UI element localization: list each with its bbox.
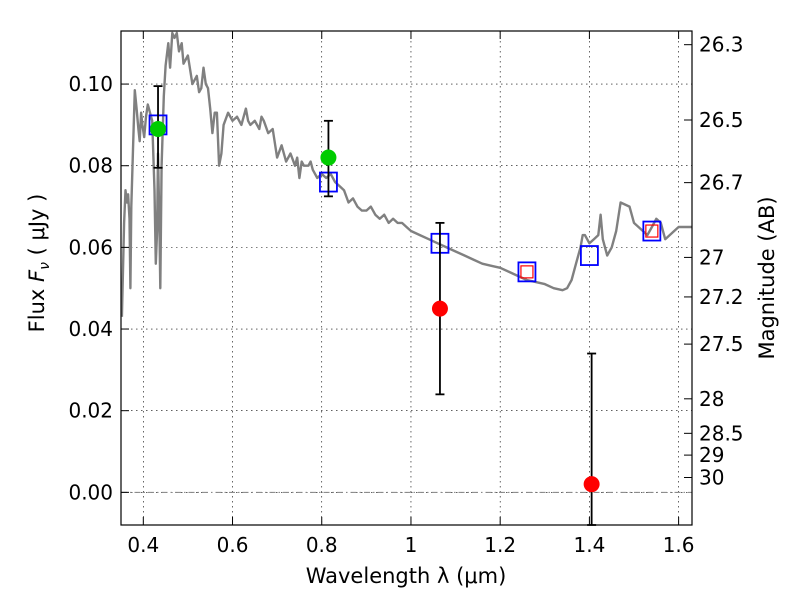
y2-tick-label: 26.3 — [699, 33, 744, 57]
model-line-layer — [120, 31, 692, 317]
y-tick-layer: 0.00 0.02 0.04 0.06 0.08 0.10 — [68, 72, 129, 504]
model-photometry-square — [642, 220, 662, 242]
sed-model-line — [120, 31, 692, 317]
x-tick-label: 0.8 — [306, 533, 338, 557]
non-detection-point — [583, 476, 600, 493]
model-photometry-layer — [148, 114, 662, 283]
model-photometry-square — [517, 261, 537, 283]
detection-point — [150, 120, 167, 137]
y-tick-label: 0.08 — [68, 154, 113, 178]
non-detection-point — [431, 300, 448, 317]
grid-layer — [121, 31, 692, 525]
y2-tick-label: 26.7 — [699, 171, 744, 195]
data-point-layer — [150, 120, 600, 493]
y-axis-label-sub: ν — [37, 262, 53, 270]
y2-tick-label: 27.2 — [699, 285, 744, 309]
y-tick-label: 0.02 — [68, 399, 113, 423]
y2-tick-label: 30 — [699, 466, 724, 490]
plot-frame — [120, 30, 693, 526]
model-photometry-inner-square — [645, 224, 659, 238]
y2-tick-label: 29 — [699, 443, 724, 467]
y-axis-label-var: F — [25, 269, 49, 282]
y2-tick-label: 28.5 — [699, 421, 744, 445]
x-tick-label: 1.6 — [663, 533, 695, 557]
x-axis-label: Wavelength λ (μm) — [306, 564, 507, 588]
y2-tick-label: 26.5 — [699, 108, 744, 132]
x-tick-label: 1.4 — [573, 533, 605, 557]
y2-tick-label: 28 — [699, 387, 724, 411]
x-tick-label: 0.4 — [127, 533, 159, 557]
y-axis-label-unit: ( μJy ) — [25, 194, 49, 262]
detection-point — [320, 149, 337, 166]
y2-axis-label: Magnitude (AB) — [755, 196, 779, 359]
x-tick-layer: 0.4 0.6 0.8 1 1.2 1.4 1.6 — [127, 31, 695, 557]
y2-tick-label: 27.5 — [699, 332, 744, 356]
y2-tick-label: 27 — [699, 245, 724, 269]
model-photometry-square — [579, 245, 599, 266]
y-tick-label: 0.06 — [68, 235, 113, 259]
model-photometry-inner-square — [520, 265, 534, 279]
y-tick-label: 0.00 — [68, 480, 113, 504]
x-tick-label: 1.2 — [484, 533, 516, 557]
x-tick-label: 0.6 — [217, 533, 249, 557]
y-tick-label: 0.10 — [68, 72, 113, 96]
error-bar-layer — [153, 85, 597, 526]
x-tick-label: 1 — [405, 533, 418, 557]
y-tick-label: 0.04 — [68, 317, 113, 341]
y-axis-label: Flux Fν ( μJy ) — [25, 194, 53, 333]
y-axis-label-prefix: Flux — [25, 282, 49, 332]
